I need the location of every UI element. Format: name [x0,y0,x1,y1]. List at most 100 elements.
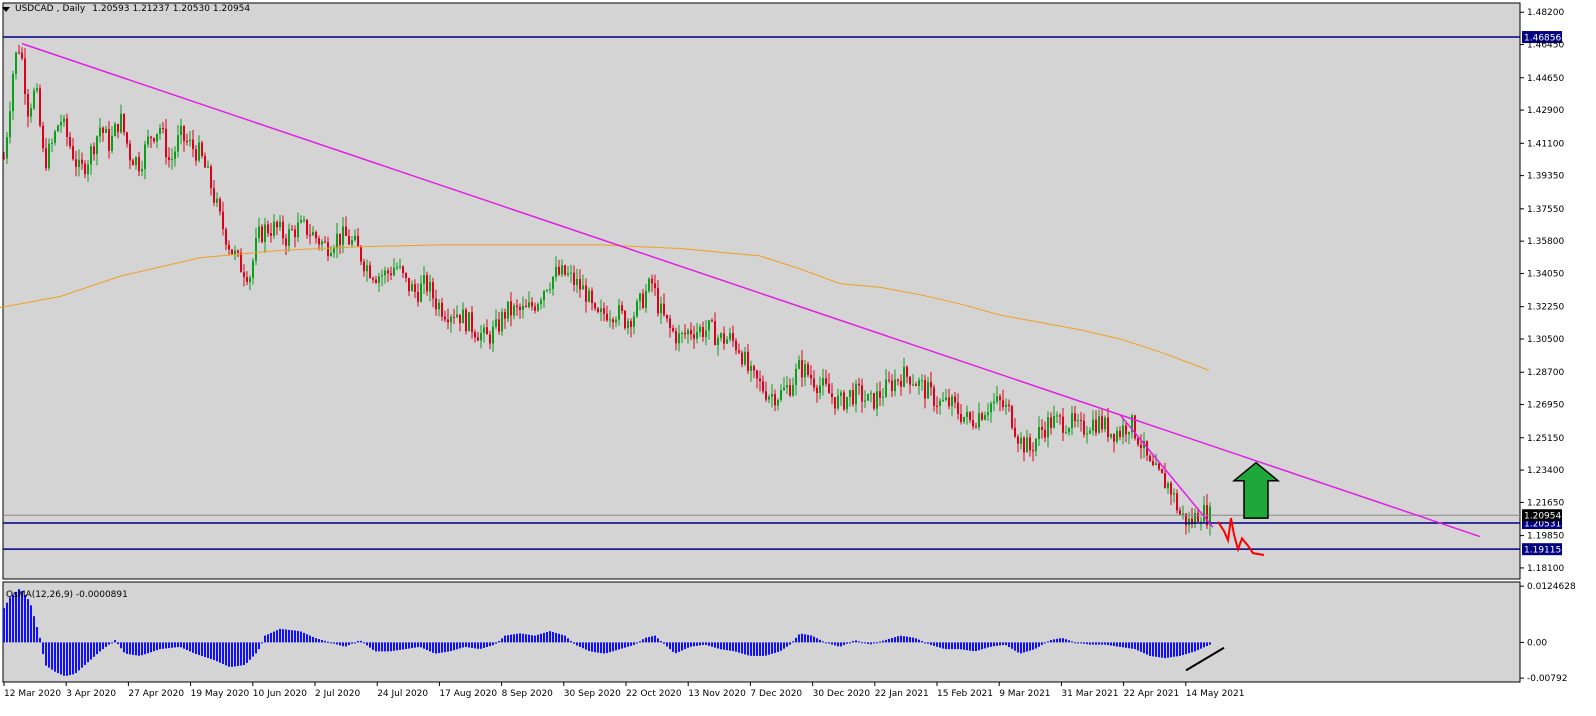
osma-bar [66,642,68,676]
osma-bar [1203,642,1205,648]
osma-bar [519,633,521,643]
osma-bar [201,642,203,657]
osma-bar [960,642,962,650]
osma-bar [99,642,101,652]
osma-bar [348,642,350,646]
osma-bar [795,637,797,643]
osma-bar [786,642,788,647]
osma-bar [705,642,707,645]
candle-body [1185,513,1187,526]
candle-body [123,113,125,133]
price-panel[interactable] [2,2,1521,580]
osma-bar [42,642,44,655]
candle-body [405,273,407,278]
osma-bar [618,642,620,650]
osma-bar [69,642,71,676]
osma-bar [534,635,536,643]
osma-bar [753,642,755,656]
candle-body [84,163,86,175]
osma-bar [972,642,974,652]
candle-body [1035,439,1037,452]
candle-body [834,397,836,409]
osma-bar [486,642,488,648]
candle-body [1170,483,1172,495]
osma-panel[interactable] [2,581,1521,683]
candle-body [915,384,917,386]
candle-body [1209,506,1211,526]
osma-bar [624,642,626,648]
osma-bar [696,642,698,646]
candle-body [750,366,752,371]
osma-bar [282,629,284,643]
candle-body [981,413,983,420]
osma-bar [741,642,743,654]
osma-bar [177,642,179,648]
level-price-label: 1.46856 [1524,34,1561,44]
candle-body [1080,420,1082,422]
osma-bar [735,642,737,652]
x-tick-label: 2 Jul 2020 [315,689,360,699]
candle-body [354,235,356,241]
osma-bar [996,642,998,646]
osma-bar [1176,642,1178,657]
osma-bar [1128,642,1130,649]
candle-body [429,282,431,292]
y-tick-label: 1.41100 [1527,139,1564,149]
candle-body [690,330,692,335]
candle-body [909,376,911,385]
candle-body [291,229,293,231]
osma-bar [204,642,206,658]
osma-bar [60,642,62,675]
osma-bar [120,642,122,649]
candle-body [576,278,578,285]
candle-body [867,394,869,401]
osma-bar [948,642,950,650]
candle-body [27,93,29,117]
x-tick-label: 24 Jul 2020 [377,689,428,699]
candle-body [594,303,596,309]
candle-body [930,381,932,388]
osma-bar [432,642,434,653]
candle-body [498,319,500,332]
osma-bar [306,634,308,643]
candle-body [522,305,524,310]
osma-bar [1056,638,1058,643]
osma-bar [732,642,734,652]
osma-bar [1089,642,1091,645]
candle-body [288,229,290,246]
osma-bar [1011,642,1013,649]
osma-bar [258,642,260,650]
osma-bar [96,642,98,655]
osma-bar [231,642,233,667]
osma-tick-label: 0.0124628 [1527,582,1576,592]
candle-body [735,340,737,351]
osma-bar [369,642,371,648]
x-tick-label: 30 Sep 2020 [564,689,621,699]
y-tick-label: 1.35800 [1527,237,1564,247]
osma-bar [1041,642,1043,645]
candle-body [369,265,371,278]
osma-bar [597,642,599,653]
osma-bar [261,642,263,644]
osma-bar [558,633,560,643]
candle-body [1002,400,1004,408]
osma-bar [522,633,524,643]
candle-body [1191,518,1193,525]
osma-bar [153,642,155,652]
osma-bar [648,636,650,643]
osma-bar [585,642,587,650]
osma-bar [894,637,896,643]
osma-bar [183,642,185,649]
candle-body [777,399,779,406]
osma-bar [78,642,80,671]
candle-body [174,151,176,159]
candle-body [120,113,122,133]
y-tick-label: 1.32250 [1527,303,1564,313]
osma-bar [279,628,281,643]
candle-body [744,351,746,365]
osma-bar [1149,642,1151,656]
candle-body [456,314,458,318]
osma-bar [1023,642,1025,653]
level-price-label: 1.19115 [1524,546,1561,556]
